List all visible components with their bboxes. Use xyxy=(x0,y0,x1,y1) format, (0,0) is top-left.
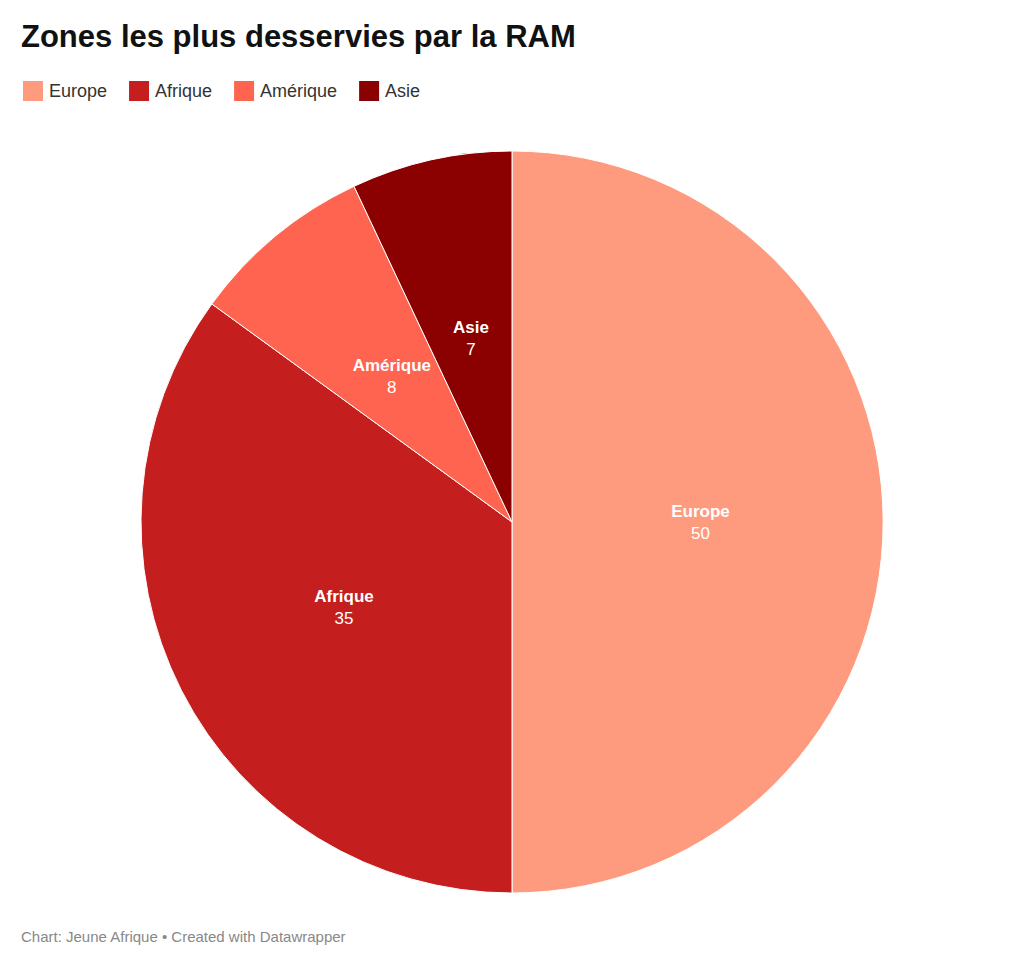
svg-text:Europe: Europe xyxy=(49,81,107,101)
svg-text:8: 8 xyxy=(387,378,396,397)
svg-text:Asie: Asie xyxy=(385,81,420,101)
svg-text:50: 50 xyxy=(691,524,710,543)
svg-text:Amérique: Amérique xyxy=(260,81,337,101)
svg-text:Afrique: Afrique xyxy=(314,587,374,606)
svg-text:Zones les plus desservies par: Zones les plus desservies par la RAM xyxy=(21,19,576,54)
svg-text:Amérique: Amérique xyxy=(353,356,431,375)
svg-text:7: 7 xyxy=(466,340,475,359)
svg-text:Europe: Europe xyxy=(671,502,730,521)
svg-text:Asie: Asie xyxy=(453,318,489,337)
svg-text:Afrique: Afrique xyxy=(155,81,212,101)
svg-text:Chart: Jeune Afrique • Created: Chart: Jeune Afrique • Created with Data… xyxy=(21,928,346,945)
svg-text:35: 35 xyxy=(335,609,354,628)
